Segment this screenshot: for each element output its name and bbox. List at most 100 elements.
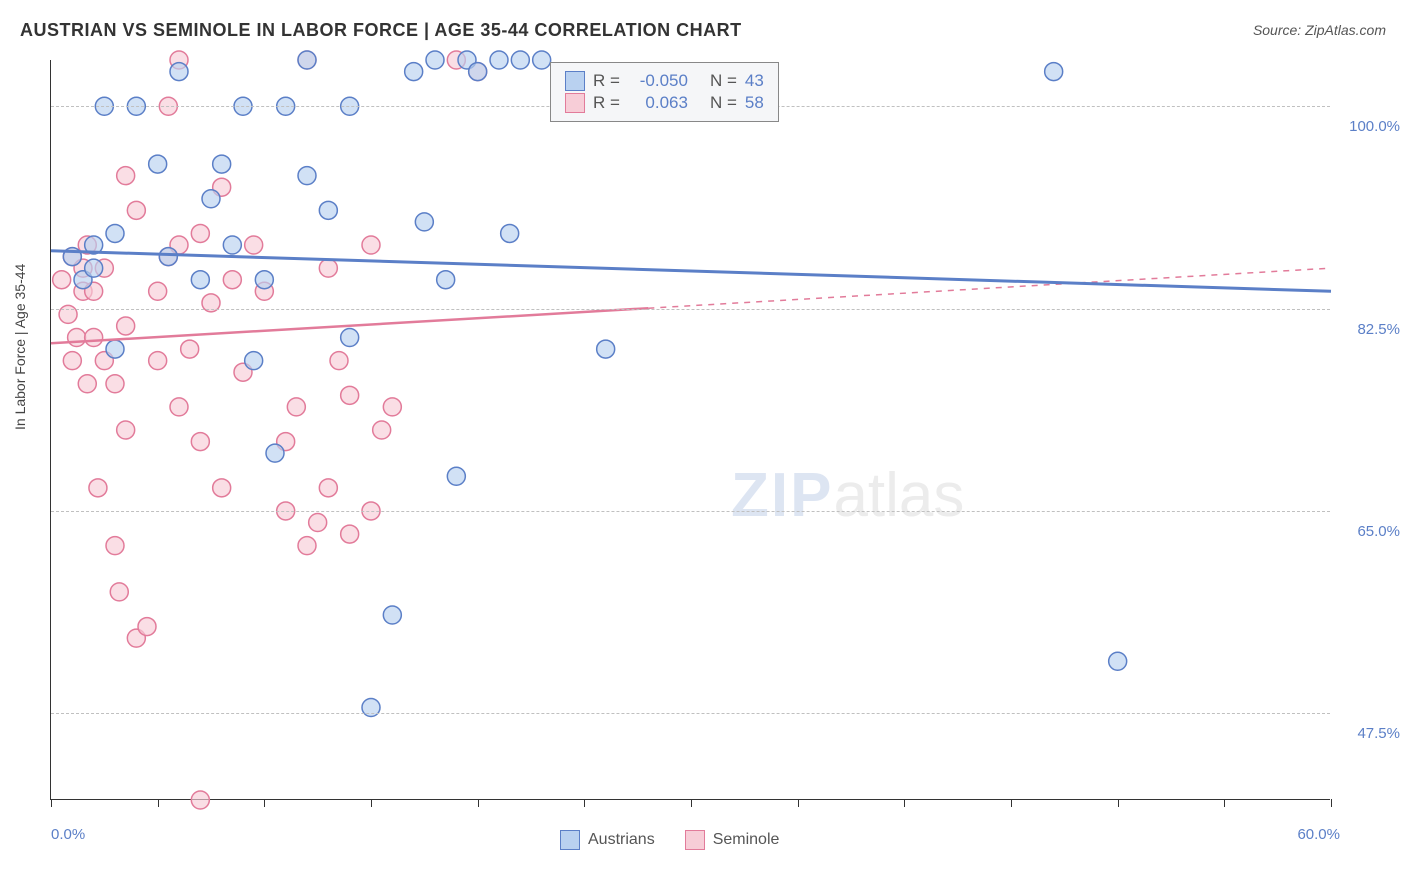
scatter-point <box>245 236 263 254</box>
scatter-point <box>266 444 284 462</box>
x-tick <box>1118 799 1119 807</box>
legend-n-value: 58 <box>745 93 764 113</box>
gridline <box>51 713 1330 714</box>
scatter-point <box>117 167 135 185</box>
scatter-point <box>298 167 316 185</box>
gridline <box>51 511 1330 512</box>
plot-area: ZIPatlas 47.5%65.0%82.5%100.0%0.0%60.0% <box>50 60 1330 800</box>
legend-n-label: N = <box>710 71 737 91</box>
x-tick <box>904 799 905 807</box>
legend-r-label: R = <box>593 93 620 113</box>
scatter-point <box>106 340 124 358</box>
legend-swatch <box>565 93 585 113</box>
legend-swatch <box>685 830 705 850</box>
scatter-point <box>597 340 615 358</box>
scatter-point <box>138 618 156 636</box>
scatter-point <box>149 155 167 173</box>
series-legend-item: Austrians <box>560 830 655 850</box>
x-tick <box>584 799 585 807</box>
scatter-point <box>330 352 348 370</box>
scatter-point <box>213 155 231 173</box>
scatter-point <box>63 352 81 370</box>
series-legend-item: Seminole <box>685 830 780 850</box>
scatter-point <box>202 190 220 208</box>
scatter-point <box>1109 652 1127 670</box>
scatter-point <box>149 352 167 370</box>
y-axis-label: In Labor Force | Age 35-44 <box>12 264 28 430</box>
y-tick-label: 82.5% <box>1357 321 1400 338</box>
x-tick <box>51 799 52 807</box>
scatter-svg <box>51 60 1330 799</box>
legend-n-value: 43 <box>745 71 764 91</box>
series-legend: Austrians Seminole <box>560 830 779 850</box>
x-tick <box>371 799 372 807</box>
scatter-point <box>383 606 401 624</box>
x-tick <box>1331 799 1332 807</box>
scatter-point <box>426 51 444 69</box>
scatter-point <box>110 583 128 601</box>
legend-row: R =-0.050N =43 <box>565 71 764 91</box>
legend-row: R = 0.063 N = 58 <box>565 93 764 113</box>
scatter-point <box>469 63 487 81</box>
scatter-point <box>319 201 337 219</box>
scatter-point <box>106 375 124 393</box>
scatter-point <box>490 51 508 69</box>
scatter-point <box>287 398 305 416</box>
scatter-point <box>501 224 519 242</box>
scatter-point <box>191 271 209 289</box>
scatter-point <box>213 479 231 497</box>
scatter-point <box>415 213 433 231</box>
scatter-point <box>85 259 103 277</box>
x-tick <box>158 799 159 807</box>
y-tick-label: 47.5% <box>1357 725 1400 742</box>
scatter-point <box>341 329 359 347</box>
scatter-point <box>1045 63 1063 81</box>
x-tick <box>691 799 692 807</box>
scatter-point <box>170 398 188 416</box>
legend-swatch <box>560 830 580 850</box>
scatter-point <box>191 791 209 809</box>
x-tick <box>1011 799 1012 807</box>
scatter-point <box>383 398 401 416</box>
scatter-point <box>78 375 96 393</box>
scatter-point <box>127 201 145 219</box>
scatter-point <box>533 51 551 69</box>
series-name: Austrians <box>588 831 655 849</box>
scatter-point <box>191 433 209 451</box>
correlation-legend: R =-0.050N =43R =0.063N =58 <box>550 62 779 122</box>
x-tick <box>798 799 799 807</box>
scatter-point <box>117 317 135 335</box>
scatter-point <box>53 271 71 289</box>
legend-swatch <box>565 71 585 91</box>
chart-title: AUSTRIAN VS SEMINOLE IN LABOR FORCE | AG… <box>20 20 742 41</box>
scatter-point <box>373 421 391 439</box>
scatter-point <box>170 63 188 81</box>
scatter-point <box>319 259 337 277</box>
scatter-point <box>405 63 423 81</box>
gridline <box>51 309 1330 310</box>
scatter-point <box>437 271 455 289</box>
scatter-point <box>106 537 124 555</box>
y-tick-label: 100.0% <box>1349 118 1400 135</box>
scatter-point <box>447 467 465 485</box>
source-label: Source: ZipAtlas.com <box>1253 22 1386 38</box>
scatter-point <box>341 525 359 543</box>
scatter-point <box>223 271 241 289</box>
scatter-point <box>255 271 273 289</box>
scatter-point <box>319 479 337 497</box>
scatter-point <box>117 421 135 439</box>
scatter-point <box>68 329 86 347</box>
trend-line <box>51 251 1331 291</box>
x-tick <box>478 799 479 807</box>
scatter-point <box>191 224 209 242</box>
legend-r-value: 0.063 <box>628 93 688 113</box>
x-tick <box>1224 799 1225 807</box>
x-tick <box>264 799 265 807</box>
scatter-point <box>298 51 316 69</box>
legend-n-label: N = <box>710 93 737 113</box>
scatter-point <box>341 386 359 404</box>
scatter-point <box>362 236 380 254</box>
scatter-point <box>106 224 124 242</box>
scatter-point <box>89 479 107 497</box>
legend-r-label: R = <box>593 71 620 91</box>
